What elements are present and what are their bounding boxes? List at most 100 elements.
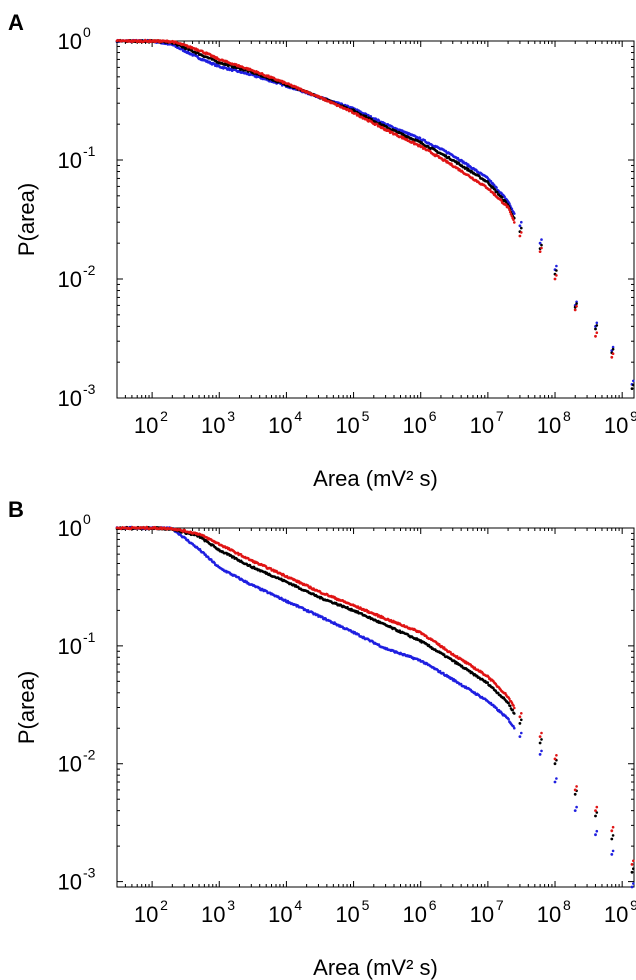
data-point [553, 780, 557, 784]
x-tick-label-exponent: 7 [496, 408, 504, 424]
data-point [518, 735, 522, 738]
x-tick-label: 10 [470, 902, 494, 927]
x-tick-label: 10 [402, 413, 426, 438]
y-tick-label-exponent: -2 [83, 747, 96, 763]
data-point [573, 809, 577, 812]
data-point [370, 117, 373, 121]
data-point [364, 114, 368, 118]
plot-frame [116, 527, 635, 888]
data-point [369, 115, 373, 118]
series-blue [115, 38, 635, 386]
data-point [573, 308, 577, 312]
y-tick-label-exponent: -3 [83, 381, 96, 397]
data-point [632, 383, 635, 387]
y-tick-label-exponent: -3 [83, 865, 96, 881]
x-tick-label-exponent: 2 [160, 408, 168, 424]
x-tick-label: 10 [335, 902, 359, 927]
data-point [573, 792, 577, 796]
data-point [507, 701, 510, 705]
x-tick-label-exponent: 9 [630, 408, 636, 424]
data-point [513, 726, 516, 730]
data-point [540, 731, 543, 735]
data-point [575, 300, 578, 304]
data-point [575, 305, 578, 308]
data-point [520, 220, 523, 224]
y-tick-label-exponent: -2 [83, 262, 96, 278]
y-tick-label: 10 [58, 752, 82, 777]
tick-marks [116, 527, 634, 888]
data-point [611, 834, 615, 837]
x-tick-label-exponent: 3 [227, 897, 235, 913]
data-point [555, 269, 558, 272]
data-point [538, 735, 542, 738]
data-point [512, 218, 515, 222]
data-point [507, 206, 510, 210]
data-point [489, 179, 493, 183]
tick-marks [116, 40, 634, 399]
data-point [512, 704, 515, 707]
x-tick-label-exponent: 4 [294, 897, 302, 913]
data-point [538, 741, 542, 745]
x-tick-label: 10 [537, 902, 561, 927]
panel-label: B [8, 497, 24, 522]
data-point [540, 738, 543, 741]
data-point [486, 681, 490, 684]
x-tick-label-exponent: 2 [160, 897, 168, 913]
data-point [632, 859, 635, 863]
data-point [573, 788, 577, 792]
data-point [594, 334, 597, 338]
x-tick-label: 10 [268, 902, 292, 927]
x-tick-label-exponent: 6 [429, 408, 437, 424]
x-axis-label: Area (mV² s) [313, 466, 438, 491]
data-point [511, 708, 514, 712]
data-point [442, 653, 446, 656]
data-point [575, 805, 578, 809]
data-point [611, 347, 615, 351]
data-point [508, 210, 512, 214]
data-point [555, 777, 558, 780]
panel-label: A [8, 10, 24, 35]
y-tick-label: 10 [58, 634, 82, 659]
data-point [553, 277, 557, 281]
data-point [575, 302, 578, 305]
data-point [538, 753, 542, 756]
x-axis-label: Area (mV² s) [313, 955, 438, 980]
data-point [630, 387, 634, 390]
data-point [595, 811, 599, 814]
data-point [594, 327, 597, 331]
data-point [595, 829, 599, 833]
data-point [610, 837, 614, 841]
data-point [508, 208, 511, 212]
data-point [520, 718, 523, 722]
data-point [518, 234, 522, 238]
data-point [630, 870, 634, 874]
data-point [493, 188, 497, 191]
x-tick-label: 10 [604, 902, 628, 927]
y-tick-label-exponent: 0 [83, 24, 91, 40]
y-tick-label: 10 [58, 148, 82, 173]
data-point [418, 136, 422, 140]
data-point [503, 195, 506, 199]
data-point [538, 241, 542, 245]
x-tick-label: 10 [134, 413, 158, 438]
data-point [520, 231, 523, 234]
y-tick-label: 10 [58, 870, 82, 895]
data-point [555, 264, 558, 268]
series-blue [115, 525, 635, 889]
data-point [500, 199, 503, 202]
y-tick-label-exponent: -1 [83, 629, 96, 645]
data-point [610, 853, 614, 856]
data-point [510, 214, 514, 218]
x-tick-label: 10 [134, 902, 158, 927]
y-tick-label-exponent: -1 [83, 143, 96, 159]
data-point [496, 190, 499, 194]
x-tick-label: 10 [335, 413, 359, 438]
x-tick-label-exponent: 8 [563, 408, 571, 424]
x-tick-label: 10 [201, 413, 225, 438]
data-point [630, 863, 634, 866]
data-point [508, 697, 511, 701]
panel-B: B10 2 10 3 10 4 10 5 10 6 10 7 10 8 10 910 010 -110 -210 -3… [8, 497, 636, 980]
x-tick-label: 10 [201, 902, 225, 927]
data-point [520, 731, 523, 735]
data-point [611, 825, 615, 829]
